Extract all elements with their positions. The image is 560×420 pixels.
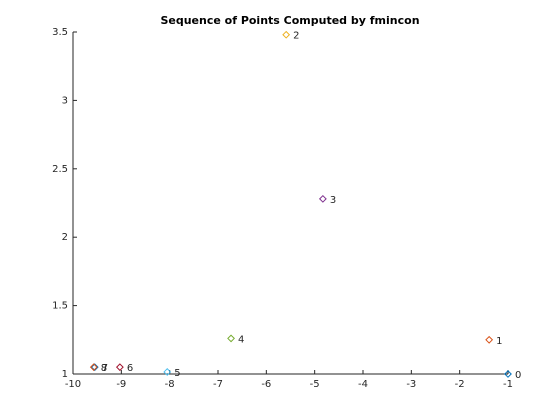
point bbox=[282, 30, 291, 39]
x-tick-label: -8 bbox=[165, 379, 175, 390]
x-tick-label: -3 bbox=[406, 379, 416, 390]
chart-title: Sequence of Points Computed by fmincon bbox=[160, 14, 419, 27]
point bbox=[227, 334, 235, 343]
point-label: 1 bbox=[496, 336, 502, 347]
y-tick-label: 3.5 bbox=[52, 27, 68, 38]
x-tick-label: -6 bbox=[261, 379, 271, 390]
x-tick-label: -10 bbox=[65, 379, 81, 390]
point bbox=[318, 194, 327, 203]
point-label: 2 bbox=[293, 31, 299, 42]
y-tick-label: 1.5 bbox=[52, 301, 68, 312]
x-tick-label: -7 bbox=[213, 379, 223, 390]
point-label: 4 bbox=[238, 334, 244, 345]
point bbox=[115, 363, 124, 372]
x-tick-label: -9 bbox=[116, 379, 126, 390]
point-label: 5 bbox=[174, 368, 180, 379]
x-tick-label: -1 bbox=[503, 379, 513, 390]
x-tick-label: -5 bbox=[310, 379, 320, 390]
y-tick-label: 3 bbox=[62, 95, 68, 106]
y-tick-label: 2 bbox=[62, 232, 68, 243]
point-label: 7 bbox=[102, 363, 108, 374]
x-tick-label: -4 bbox=[358, 379, 368, 390]
y-tick-label: 1 bbox=[62, 369, 68, 380]
point-label: 0 bbox=[515, 370, 521, 381]
point bbox=[504, 370, 512, 378]
point-label: 8 bbox=[101, 363, 107, 374]
point bbox=[90, 363, 99, 372]
y-tick-label: 2.5 bbox=[52, 164, 68, 175]
point-label: 3 bbox=[330, 195, 336, 206]
x-tick-label: -2 bbox=[455, 379, 465, 390]
point bbox=[89, 363, 98, 372]
point bbox=[163, 368, 172, 376]
point-label: 6 bbox=[127, 363, 133, 374]
point bbox=[485, 335, 494, 344]
